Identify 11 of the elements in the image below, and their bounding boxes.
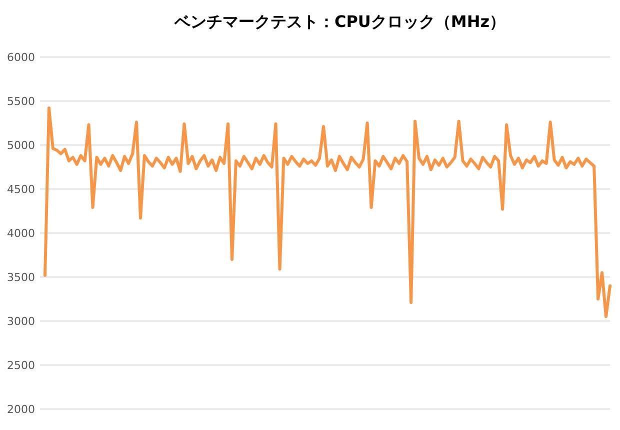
line-series: [44, 106, 612, 318]
y-tick-label: 3500: [7, 271, 35, 284]
y-tick-label: 5500: [7, 95, 35, 108]
y-tick-label: 4000: [7, 227, 35, 240]
y-tick-label: 2500: [7, 359, 35, 372]
chart-title: ベンチマークテスト：CPUクロック（MHz）: [173, 12, 506, 31]
y-tick-label: 5000: [7, 139, 35, 152]
y-tick-label: 3000: [7, 315, 35, 328]
y-tick-label: 4500: [7, 183, 35, 196]
y-tick-label: 2000: [7, 403, 35, 416]
y-tick-label: 6000: [7, 51, 35, 64]
